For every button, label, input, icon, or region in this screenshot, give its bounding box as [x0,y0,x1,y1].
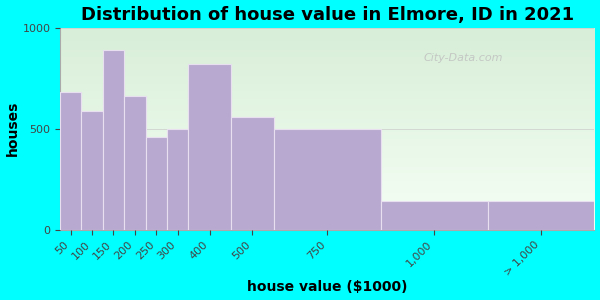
Bar [82,111,103,230]
Text: City-Data.com: City-Data.com [424,53,503,63]
Bar [167,129,188,230]
Bar [488,201,595,230]
Bar [124,97,146,230]
Bar [188,64,231,230]
Bar [380,201,488,230]
X-axis label: house value ($1000): house value ($1000) [247,280,407,294]
Y-axis label: houses: houses [5,101,20,156]
Bar [103,50,124,230]
Bar [146,137,167,230]
Bar [60,92,82,230]
Bar [274,129,380,230]
Title: Distribution of house value in Elmore, ID in 2021: Distribution of house value in Elmore, I… [80,6,574,24]
Bar [231,117,274,230]
